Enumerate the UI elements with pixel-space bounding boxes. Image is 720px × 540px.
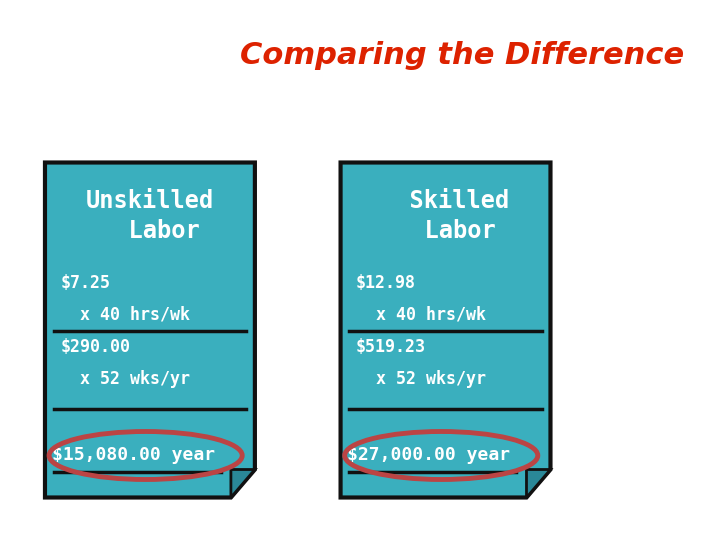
Text: $7.25: $7.25: [60, 273, 110, 292]
Text: $290.00: $290.00: [60, 338, 130, 355]
Text: $15,080.00 year: $15,080.00 year: [52, 447, 215, 464]
Polygon shape: [526, 469, 551, 497]
Text: x 52 wks/yr: x 52 wks/yr: [60, 369, 190, 388]
Polygon shape: [231, 469, 255, 497]
Text: $519.23: $519.23: [356, 338, 426, 355]
Text: Skilled: Skilled: [382, 188, 510, 213]
Text: x 52 wks/yr: x 52 wks/yr: [356, 369, 486, 388]
Text: x 40 hrs/wk: x 40 hrs/wk: [60, 306, 190, 323]
Text: Labor: Labor: [396, 219, 495, 242]
Polygon shape: [45, 163, 255, 497]
Text: Comparing the Difference: Comparing the Difference: [240, 40, 684, 70]
Text: Labor: Labor: [100, 219, 200, 242]
Text: x 40 hrs/wk: x 40 hrs/wk: [356, 306, 486, 323]
Text: Unskilled: Unskilled: [86, 188, 214, 213]
Text: $12.98: $12.98: [356, 273, 416, 292]
Text: $27,000.00 year: $27,000.00 year: [348, 447, 510, 464]
Polygon shape: [341, 163, 551, 497]
